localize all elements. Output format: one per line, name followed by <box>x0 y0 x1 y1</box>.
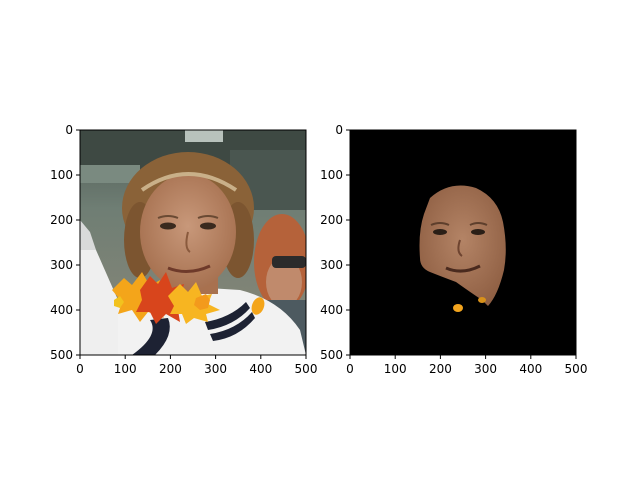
mask-x-tick-label: 200 <box>429 362 452 376</box>
mask-x-tick-label: 300 <box>474 362 497 376</box>
mask-x-tick-label: 0 <box>346 362 354 376</box>
mask-x-tick-label: 500 <box>565 362 588 376</box>
mask-y-tick-label: 0 <box>335 123 343 137</box>
original-x-tick-label: 0 <box>76 362 84 376</box>
original-x-tick-label: 100 <box>114 362 137 376</box>
maple-leaves <box>112 272 265 324</box>
mask-x-tick-label: 400 <box>519 362 542 376</box>
original-x-tick-label: 200 <box>159 362 182 376</box>
original-x-tick-label: 400 <box>249 362 272 376</box>
original-y-tick-label: 0 <box>65 123 73 137</box>
original-y-tick-label: 400 <box>50 303 73 317</box>
original-y-tick-label: 300 <box>50 258 73 272</box>
mask-y-tick-label: 300 <box>320 258 343 272</box>
mask-image <box>350 130 576 355</box>
original-y-tick-label: 100 <box>50 168 73 182</box>
original-photo <box>80 130 306 355</box>
mask-y-tick-label: 100 <box>320 168 343 182</box>
original-y-tick-label: 200 <box>50 213 73 227</box>
original-x-tick-label: 500 <box>295 362 318 376</box>
original-y-tick-label: 500 <box>50 348 73 362</box>
mask-y-tick-label: 400 <box>320 303 343 317</box>
original-x-tick-label: 300 <box>204 362 227 376</box>
mask-x-tick-label: 100 <box>384 362 407 376</box>
mask-y-tick-label: 500 <box>320 348 343 362</box>
mask-y-tick-label: 200 <box>320 213 343 227</box>
